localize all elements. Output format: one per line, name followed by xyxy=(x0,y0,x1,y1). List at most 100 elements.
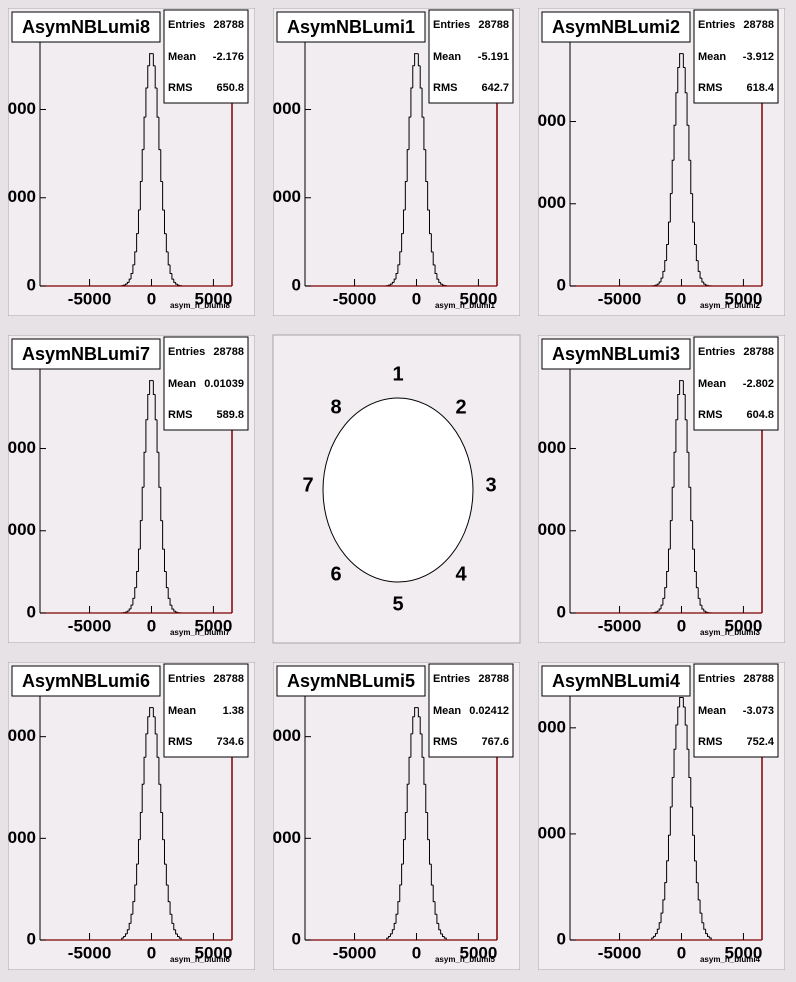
histogram-bin xyxy=(658,922,662,930)
histogram-bin xyxy=(419,716,423,735)
stats-value: 28788 xyxy=(743,19,774,31)
stats-box xyxy=(428,9,514,104)
histogram-bin xyxy=(658,608,662,612)
histogram-bin xyxy=(137,209,141,234)
histogram-bin xyxy=(701,278,704,283)
histogram-bin xyxy=(160,487,163,522)
stats-value: -5.191 xyxy=(478,51,509,63)
histogram-bin xyxy=(402,839,406,865)
histogram-bin xyxy=(682,380,686,395)
histogram-bin xyxy=(126,610,130,613)
histogram-bin xyxy=(684,67,688,94)
histogram-bin xyxy=(679,53,682,68)
stats-label: RMS xyxy=(168,82,192,94)
histogram-bin xyxy=(410,733,413,758)
stats-box xyxy=(693,336,779,431)
histogram-bin xyxy=(145,419,148,453)
histogram-bin xyxy=(173,608,176,612)
x-tick-label: 0 xyxy=(147,616,156,635)
title-box xyxy=(276,665,426,697)
histogram-bin xyxy=(656,283,660,286)
histogram-bin xyxy=(156,87,159,118)
histogram-bin xyxy=(427,812,430,841)
histogram-bin xyxy=(699,271,702,279)
histogram-bin xyxy=(677,393,680,420)
histogram-bin xyxy=(430,233,434,253)
histogram-bin xyxy=(152,707,156,718)
histogram-bin xyxy=(178,936,182,940)
histogram-bin xyxy=(145,87,148,118)
histogram-bin xyxy=(169,264,172,275)
histogram-bin xyxy=(152,53,156,67)
histogram-bin xyxy=(165,233,169,253)
histogram-bin xyxy=(402,209,406,234)
histogram-bin xyxy=(695,244,699,262)
histogram-bin xyxy=(705,611,708,613)
histogram-bin xyxy=(171,273,174,280)
histogram-bin xyxy=(139,520,143,550)
stats-label: Mean xyxy=(433,705,461,717)
histogram-bin xyxy=(399,884,402,902)
histogram-bin xyxy=(147,65,150,88)
x-tick-label: -5000 xyxy=(68,943,111,962)
histogram-bin xyxy=(671,486,675,521)
y-tick-label: 0 xyxy=(292,275,301,294)
x-tick-label: -5000 xyxy=(68,616,111,635)
histogram-bin xyxy=(692,806,695,836)
histogram-bin xyxy=(132,264,135,274)
histogram-bin xyxy=(141,486,145,521)
histogram-bin xyxy=(156,733,159,758)
x-axis-label: asym_n_blumi4 xyxy=(700,955,761,964)
histogram-pad: 0 1000 2000 asym_n_blumi1 -5000 0 5000 AsymNBLu… xyxy=(263,8,520,316)
histogram-bin xyxy=(703,281,706,285)
histogram-bin xyxy=(149,707,152,717)
histogram-bin xyxy=(703,608,706,612)
histogram-bin xyxy=(163,210,167,235)
histogram-bin xyxy=(425,784,428,814)
stats-box xyxy=(163,9,249,104)
histogram-bin xyxy=(395,273,398,280)
histogram-bin xyxy=(406,783,410,813)
histogram-bin xyxy=(436,914,439,924)
histogram-bin xyxy=(432,884,436,903)
diagram-label: 7 xyxy=(302,474,313,496)
histogram-bin xyxy=(682,53,686,68)
histogram-bin xyxy=(671,776,675,807)
histogram-bin xyxy=(666,570,669,588)
stats-value: -3.912 xyxy=(743,51,774,63)
histogram-bin xyxy=(692,193,695,223)
stats-value: 1.38 xyxy=(223,705,244,717)
histogram-bin xyxy=(667,221,671,245)
title-box xyxy=(541,665,691,697)
y-tick-label: 0 xyxy=(292,929,301,948)
stats-label: Mean xyxy=(168,705,196,717)
x-tick-label: 5000 xyxy=(195,943,233,962)
histogram-bin xyxy=(675,92,678,126)
diagram-label: 2 xyxy=(455,396,466,418)
histogram-bin xyxy=(126,929,130,934)
histogram-pad: 0 1000 2000 asym_n_blumi2 -5000 0 5000 AsymNBLu… xyxy=(538,8,785,316)
histogram-bin xyxy=(145,733,148,758)
histogram-bin xyxy=(434,264,437,275)
histogram-bin xyxy=(162,520,165,550)
histogram-bin xyxy=(167,884,171,903)
histogram-bin xyxy=(408,756,411,785)
histogram-bin xyxy=(401,233,404,252)
y-tick-label: 2000 xyxy=(263,99,301,118)
histogram-bin xyxy=(130,913,133,924)
histogram-pad: 0 1000 2000 asym_n_blumi4 -5000 0 5000 AsymNBLu… xyxy=(538,662,785,970)
x-axis-label: asym_n_blumi7 xyxy=(170,628,231,637)
histogram-bin xyxy=(684,394,688,421)
histogram-bin xyxy=(666,243,669,261)
histogram-bin xyxy=(134,587,137,599)
histogram-bin xyxy=(404,812,408,840)
stats-label: Entries xyxy=(698,346,735,358)
histogram-bin xyxy=(664,587,667,599)
histogram-bin xyxy=(162,181,165,211)
histogram-bin xyxy=(152,380,156,395)
stats-box xyxy=(163,663,249,758)
histogram-bin xyxy=(136,233,139,252)
stats-value: 28788 xyxy=(213,19,244,31)
histogram-bin xyxy=(706,933,710,937)
